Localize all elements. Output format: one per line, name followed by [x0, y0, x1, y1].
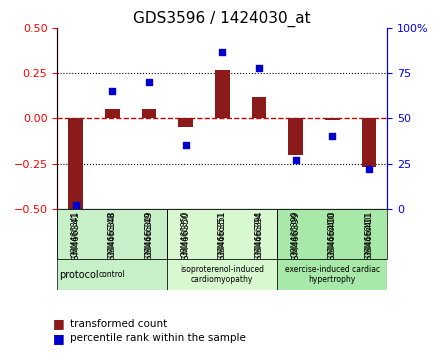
Point [292, 157, 299, 163]
Text: GSM466400: GSM466400 [328, 211, 337, 257]
FancyBboxPatch shape [167, 259, 277, 290]
Title: GDS3596 / 1424030_at: GDS3596 / 1424030_at [133, 11, 311, 27]
FancyBboxPatch shape [167, 209, 277, 259]
Text: GSM466394: GSM466394 [254, 211, 264, 266]
Text: GSM466399: GSM466399 [291, 211, 300, 257]
Bar [105, 109, 120, 119]
Point [219, 49, 226, 55]
Bar [142, 109, 156, 119]
Text: GSM466350: GSM466350 [181, 211, 190, 257]
FancyBboxPatch shape [277, 259, 387, 290]
Text: GSM466341: GSM466341 [71, 211, 80, 266]
Text: GSM466348: GSM466348 [108, 211, 117, 257]
Bar [178, 119, 193, 127]
Point [145, 80, 152, 85]
Text: control: control [99, 270, 125, 279]
Text: GSM466350: GSM466350 [181, 211, 190, 266]
Text: ■: ■ [53, 318, 65, 330]
Bar [325, 119, 340, 120]
Text: GSM466351: GSM466351 [218, 211, 227, 257]
Bar [68, 119, 83, 209]
FancyBboxPatch shape [57, 259, 167, 290]
Point [182, 143, 189, 148]
Text: exercise-induced cardiac
hypertrophy: exercise-induced cardiac hypertrophy [285, 265, 380, 285]
Text: GSM466349: GSM466349 [144, 211, 154, 257]
Text: GSM466348: GSM466348 [108, 211, 117, 266]
Bar [362, 119, 376, 167]
Text: GSM466401: GSM466401 [364, 211, 374, 266]
Text: isoproterenol-induced
cardiomyopathy: isoproterenol-induced cardiomyopathy [180, 265, 264, 285]
FancyBboxPatch shape [57, 209, 167, 259]
Text: GSM466349: GSM466349 [144, 211, 154, 266]
Text: protocol: protocol [59, 270, 99, 280]
Text: GSM466394: GSM466394 [254, 211, 264, 257]
Point [109, 88, 116, 94]
Bar [215, 70, 230, 119]
Bar [252, 97, 266, 119]
FancyBboxPatch shape [277, 209, 387, 259]
Bar [288, 119, 303, 154]
Text: GSM466401: GSM466401 [364, 211, 374, 257]
Point [365, 166, 372, 172]
Point [329, 134, 336, 139]
Text: GSM466351: GSM466351 [218, 211, 227, 266]
Text: transformed count: transformed count [70, 319, 168, 329]
Point [72, 202, 79, 208]
Text: GSM466341: GSM466341 [71, 211, 80, 257]
Text: percentile rank within the sample: percentile rank within the sample [70, 333, 246, 343]
Point [255, 65, 262, 71]
Text: ■: ■ [53, 332, 65, 344]
Text: GSM466399: GSM466399 [291, 211, 300, 266]
Text: GSM466400: GSM466400 [328, 211, 337, 266]
